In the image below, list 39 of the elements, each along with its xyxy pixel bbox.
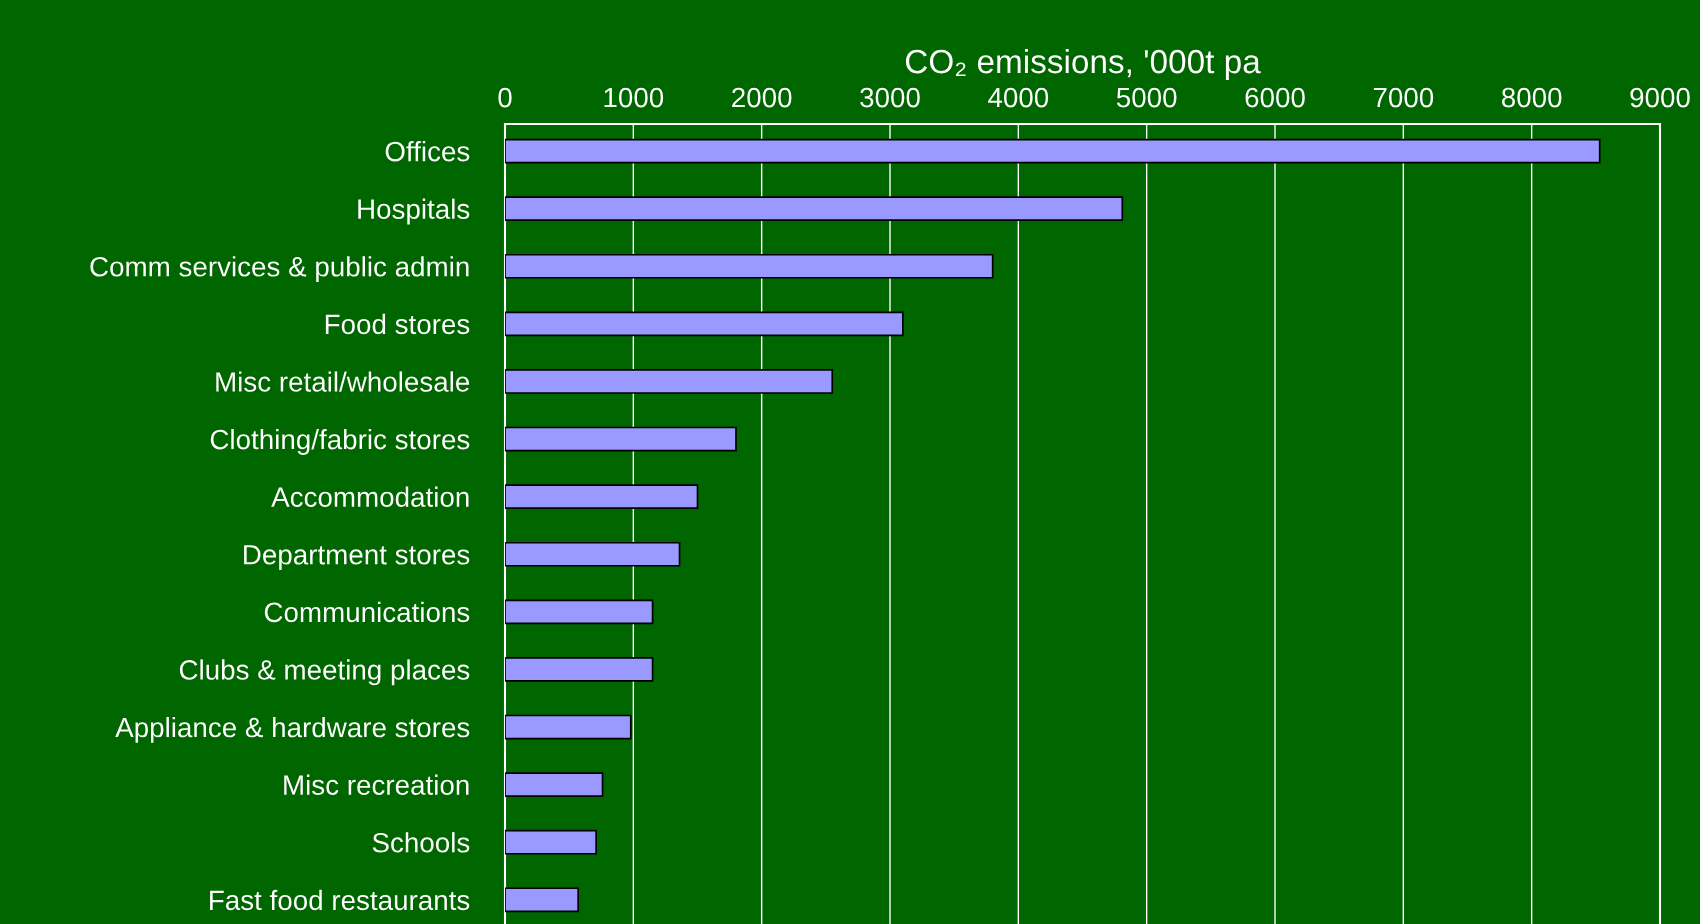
y-tick-label: Offices xyxy=(385,141,470,162)
bar xyxy=(505,484,699,509)
bar xyxy=(505,138,1601,164)
bar xyxy=(505,541,681,567)
bar xyxy=(505,426,737,452)
bar xyxy=(505,253,994,279)
y-tick-label: Appliance & hardware stores xyxy=(115,716,470,743)
y-tick-label: Accommodation xyxy=(271,486,469,507)
x-tick-label: 8000 xyxy=(1501,87,1562,108)
bar xyxy=(505,714,632,740)
x-tick-label: 1000 xyxy=(604,87,664,108)
x-tick-label: 9000 xyxy=(1630,87,1690,108)
y-tick-label: Comm services & public admin xyxy=(90,256,469,283)
bar xyxy=(505,311,904,337)
x-tick-label: 2000 xyxy=(732,87,792,108)
bar xyxy=(505,196,1124,222)
x-tick-label: 5000 xyxy=(1116,87,1177,108)
bar xyxy=(505,829,597,855)
y-tick-label: Clothing/fabric stores xyxy=(210,428,470,455)
bar xyxy=(505,887,579,913)
y-tick-label: Communications xyxy=(264,601,470,623)
x-tick-label: 7000 xyxy=(1373,87,1434,108)
y-tick-label: Fast food restaurants xyxy=(210,889,470,911)
y-tick-label: Misc recreation xyxy=(284,774,469,795)
x-axis-title: CO₂ emissions, '000t pa xyxy=(905,48,1261,81)
bar xyxy=(505,599,654,625)
y-tick-label: Hospitals xyxy=(358,198,470,225)
bar xyxy=(505,772,604,797)
y-tick-label: Schools xyxy=(372,832,470,853)
x-tick-label: 0 xyxy=(498,87,512,108)
y-tick-label: Department stores xyxy=(244,545,470,571)
bar xyxy=(505,369,834,394)
x-tick-label: 4000 xyxy=(988,87,1049,108)
y-tick-label: Clubs & meeting places xyxy=(179,659,470,686)
x-tick-label: 6000 xyxy=(1245,87,1305,108)
y-tick-label: Misc retail/wholesale xyxy=(216,371,470,392)
bar xyxy=(505,657,654,682)
x-tick-label: 3000 xyxy=(860,87,920,108)
y-tick-label: Food stores xyxy=(325,313,470,335)
